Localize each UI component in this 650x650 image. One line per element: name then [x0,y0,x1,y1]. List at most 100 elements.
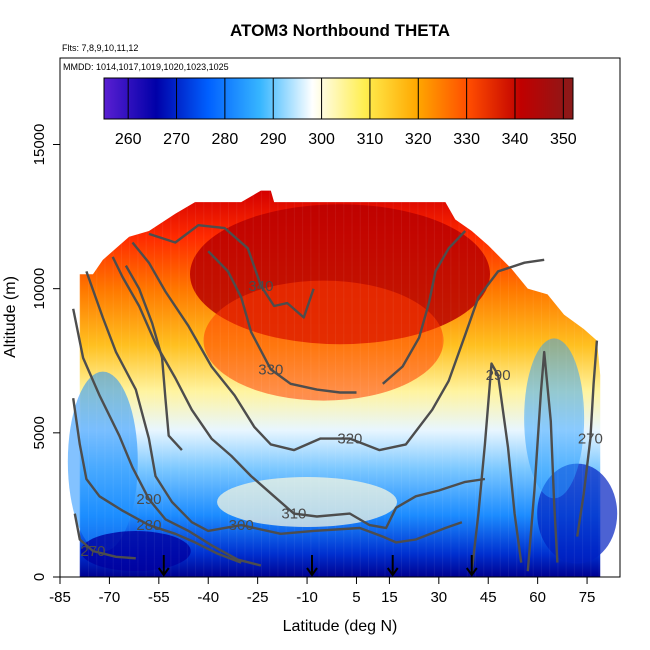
y-tick-label: 0 [31,573,48,581]
colorbar-gradient [104,78,573,119]
contour-280 [72,398,242,564]
colorbar-tick-label: 350 [550,131,577,148]
contour-270 [73,513,136,560]
contour-label: 290 [136,491,161,508]
profile-column [219,58,221,577]
profile-column [499,58,501,577]
colorbar-frame [103,77,574,120]
profile-column [79,58,81,577]
profile-column [598,58,600,577]
y-axis-label: Altitude (m) [2,276,19,358]
profile-column [450,58,452,577]
profile-column [392,58,394,577]
x-tick-label: -85 [49,589,71,606]
profile-column [524,58,526,577]
profile-column [417,58,419,577]
profile-column [343,58,345,577]
contour-290 [526,350,559,572]
contour-label: 310 [281,506,306,523]
profile-column [532,58,534,577]
profile-column [137,58,139,577]
x-tick-label: 15 [381,589,398,606]
profile-column [170,58,172,577]
profile-column [318,58,320,577]
contour-330 [382,230,467,385]
profile-column [178,58,180,577]
profile-column [540,58,542,577]
profile-column [458,58,460,577]
contour-label: 290 [486,367,511,384]
profile-column [425,58,427,577]
x-axis: -85 -70 -55 -40 -25 -10 5 15 30 45 60 75 [49,577,595,606]
profile-column [195,58,197,577]
contour-320 [131,241,545,452]
contour-label: 300 [229,517,254,534]
theta-contours: 270 280 290 300 310 320 330 340 290 270 [72,224,603,572]
profile-column [565,58,567,577]
profile-column [409,58,411,577]
profile-marker-arrow [465,567,478,577]
cold-north-mid [524,338,585,499]
contour-label: 330 [258,361,283,378]
profile-column [516,58,518,577]
profile-column [582,58,584,577]
contour-label: 340 [248,278,273,295]
profile-column [557,58,559,577]
profile-column [244,58,246,577]
profile-column [236,58,238,577]
y-axis: 0 5000 10000 15000 [31,124,60,581]
contour-label: 320 [337,431,362,448]
plot-frame [59,57,621,578]
x-tick-label: 60 [529,589,546,606]
profile-column [129,58,131,577]
profile-column [326,58,328,577]
profile-column [96,58,98,577]
profile-column [104,58,106,577]
x-tick-label: -70 [99,589,121,606]
profile-column [433,58,435,577]
y-tick-label: 15000 [31,124,48,166]
colorbar-tick-label: 270 [163,131,190,148]
x-tick-label: -10 [296,589,318,606]
warm-mid [203,280,444,401]
profile-markers [157,555,478,577]
profile-column [335,58,337,577]
profile-marker-arrow [386,567,399,577]
contour-label: 270 [578,431,603,448]
profile-column [120,58,122,577]
contour-340 [148,224,315,319]
profile-column [508,58,509,577]
profile-column [475,58,477,577]
x-axis-label: Latitude (deg N) [283,618,398,635]
profile-column [549,58,551,577]
x-tick-label: 45 [480,589,497,606]
profile-column [376,58,378,577]
profile-column [269,58,271,577]
profile-column [112,58,114,577]
profile-column [285,58,287,577]
profile-column [483,58,485,577]
contour-270 [576,340,599,537]
profile-column [368,58,369,577]
theta-field [67,58,618,577]
colorbar-tick-label: 290 [260,131,287,148]
profile-column [88,58,89,577]
profile-column [442,58,444,577]
profile-column [351,58,353,577]
profile-column [384,58,386,577]
colorbar-ticks: 260 270 280 290 300 310 320 330 340 350 [115,78,577,148]
profile-column [145,58,147,577]
profile-column [466,58,468,577]
profile-column [252,58,254,577]
x-tick-label: -40 [197,589,219,606]
cold-south-flank [67,371,138,552]
x-tick-label: 75 [579,589,596,606]
contour-290 [470,362,523,572]
profile-column [400,58,402,577]
colorbar-tick-label: 260 [115,131,142,148]
profile-column [228,58,229,577]
profile-column [186,58,188,577]
contour-300 [124,265,183,451]
profile-column [293,58,295,577]
